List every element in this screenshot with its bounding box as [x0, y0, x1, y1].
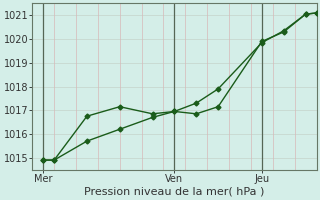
X-axis label: Pression niveau de la mer( hPa ): Pression niveau de la mer( hPa ) [84, 187, 265, 197]
